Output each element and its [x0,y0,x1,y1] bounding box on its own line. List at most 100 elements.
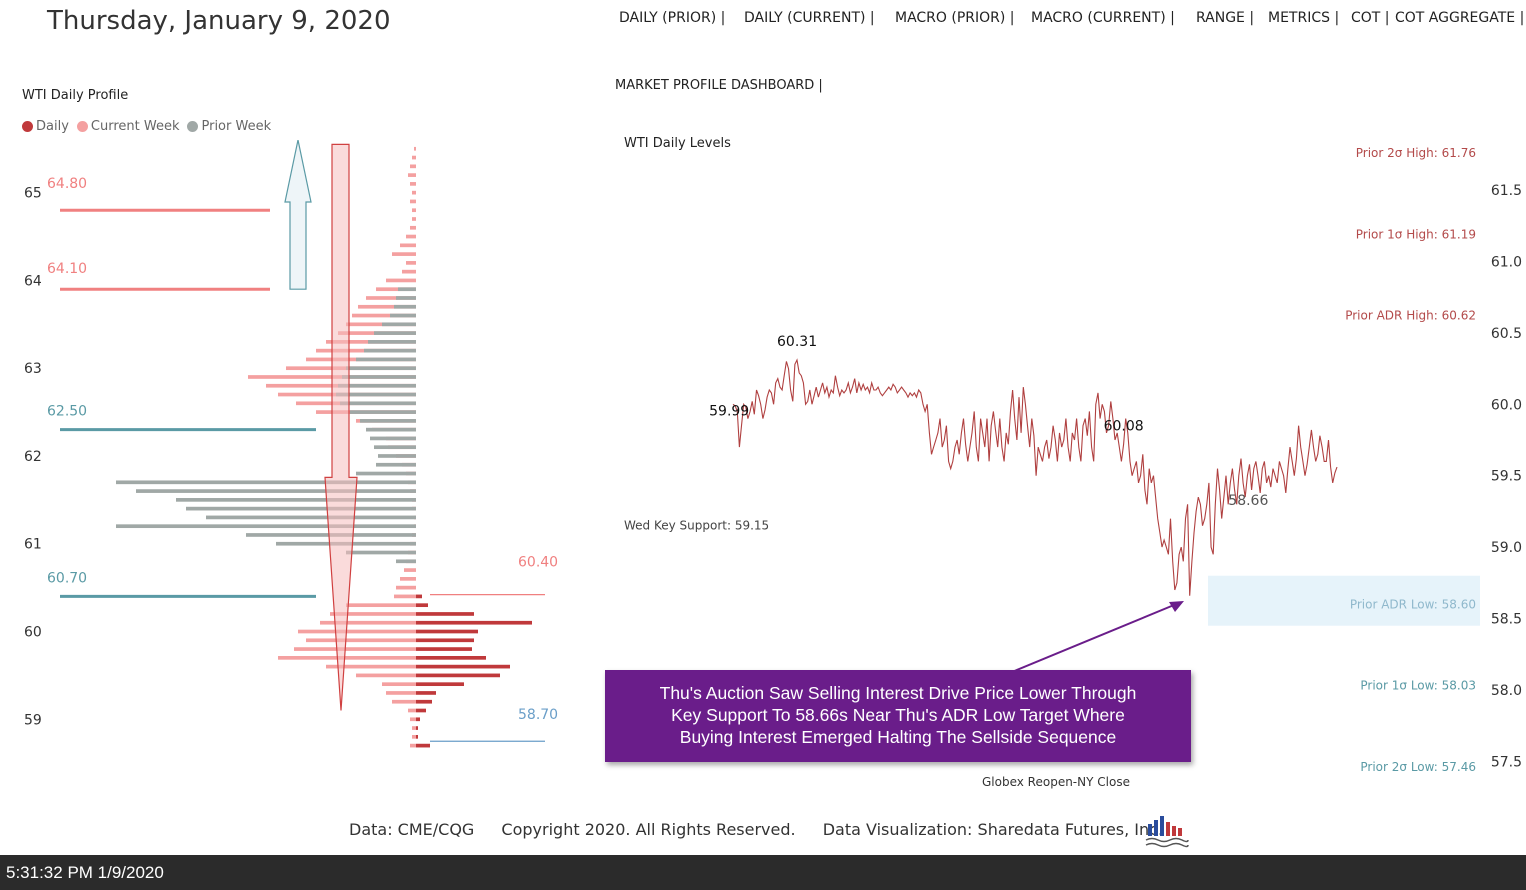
profile-bar-current-week [386,691,416,695]
profile-level-label: 64.10 [47,261,87,277]
profile-bar-daily [416,691,436,695]
nav-macro-prior[interactable]: MACRO (PRIOR) | [895,10,1015,26]
profile-bar-current-week [410,182,416,186]
profile-bar-daily [416,717,420,722]
profile-bar-current-week [278,655,416,660]
profile-bar-current-week [298,629,416,634]
profile-y-tick: 59 [24,712,42,728]
profile-bar-prior-week [376,462,416,467]
profile-bar-prior-week [356,471,416,476]
profile-bar-daily [416,629,478,634]
levels-y-tick: 59.5 [1491,469,1522,485]
legend-label-prior-week: Prior Week [201,119,272,134]
profile-bar-current-week [346,603,416,608]
profile-level-label: 60.40 [518,555,558,571]
profile-bar-prior-week [356,357,416,362]
reference-level-label: Prior 1σ Low: 58.03 [1360,679,1476,693]
legend-item-prior-week[interactable]: Prior Week [187,119,271,134]
legend-label-daily: Daily [36,119,69,134]
profile-bar-current-week [358,304,416,309]
annotation-line-2: Key Support To 58.66s Near Thu's ADR Low… [671,705,1125,725]
nav-metrics[interactable]: METRICS | [1268,10,1340,26]
profile-level-label: 64.80 [47,176,87,192]
profile-bar-current-week [412,155,416,160]
profile-bar-prior-week [116,524,416,529]
profile-bar-prior-week [206,515,416,520]
annotation-arrow-line [1011,604,1175,673]
profile-bar-current-week [394,594,416,599]
profile-bar-current-week [410,225,416,230]
point-label: 60.08 [1104,418,1144,434]
profile-bar-current-week [396,585,416,590]
profile-bar-prior-week [364,348,416,353]
profile-bar-daily [416,594,422,599]
annotation-line-1: Thu's Auction Saw Selling Interest Drive… [659,683,1137,703]
profile-bar-prior-week [382,322,416,327]
profile-bar-current-week [400,577,416,581]
profile-bar-current-week [400,243,416,248]
reference-level-label: Prior 2σ High: 61.76 [1356,146,1476,160]
profile-bar-daily [416,673,500,678]
profile-chart: 65 64 63 62 61 60 59 64.80 64.10 62.50 60.70 60.40 5… [24,140,558,748]
profile-bar-current-week [412,734,416,739]
profile-bar-current-week [404,568,416,572]
nav-cot[interactable]: COT | [1351,10,1390,26]
profile-bar-current-week [392,252,416,256]
profile-bar-prior-week [336,392,416,397]
levels-title: WTI Daily Levels [624,136,731,151]
legend-item-current-week[interactable]: Current Week [76,119,180,134]
profile-title: WTI Daily Profile [22,88,129,103]
nav-macro-current[interactable]: MACRO (CURRENT) | [1031,10,1175,26]
profile-bar-current-week [376,287,416,292]
levels-y-tick: 57.5 [1491,754,1522,770]
levels-y-tick: 61.5 [1491,183,1522,199]
profile-bar-prior-week [176,498,416,502]
profile-legend: Daily Current Week Prior Week [22,119,279,134]
profile-bar-current-week [386,278,416,283]
profile-bar-prior-week [366,427,416,432]
nav-daily-current[interactable]: DAILY (CURRENT) | [744,10,875,26]
profile-bar-current-week [346,322,416,327]
profile-bar-current-week [406,234,416,239]
footer: Data: CME/CQG Copyright 2020. All Rights… [349,820,1185,839]
profile-bar-prior-week [370,436,416,441]
nav-cot-aggregate[interactable]: COT AGGREGATE | [1395,10,1525,26]
profile-bar-current-week [408,173,416,177]
profile-bar-prior-week [398,287,416,292]
profile-bar-current-week [326,664,416,669]
legend-dot-daily [22,121,33,132]
profile-bar-current-week [402,269,416,274]
profile-bar-prior-week [360,419,416,423]
profile-bar-current-week [330,612,416,616]
profile-bar-current-week [412,190,416,195]
profile-y-tick: 60 [24,625,42,641]
profile-y-tick: 64 [24,273,42,289]
profile-bar-daily [416,682,464,687]
profile-bar-daily [416,603,428,608]
reference-level-label: Prior 1σ High: 61.19 [1356,227,1476,241]
profile-bar-prior-week [346,366,416,371]
nav-daily-prior[interactable]: DAILY (PRIOR) | [619,10,726,26]
nav-market-profile-dashboard[interactable]: MARKET PROFILE DASHBOARD | [615,78,823,93]
profile-bar-daily [416,708,426,713]
profile-bar-prior-week [374,331,416,335]
nav-range[interactable]: RANGE | [1196,10,1255,26]
adr-low-band [1208,575,1480,626]
profile-bar-daily [416,647,472,651]
profile-bar-daily [416,734,418,739]
profile-bar-prior-week [396,296,416,300]
point-label: 60.31 [777,334,817,350]
point-label: 59.99 [709,404,749,420]
legend-label-current-week: Current Week [90,119,180,134]
profile-bar-current-week [414,146,416,151]
annotation-box: Thu's Auction Saw Selling Interest Drive… [605,670,1191,762]
profile-bar-current-week [406,261,416,265]
profile-bar-daily [416,655,486,660]
profile-level-label: 62.50 [47,404,87,420]
footer-copyright: Copyright 2020. All Rights Reserved. [501,820,796,839]
profile-bar-prior-week [374,445,416,450]
reference-level-label: Prior ADR Low: 58.60 [1350,597,1476,611]
profile-bar-current-week [410,164,416,169]
profile-bar-prior-week [394,304,416,309]
legend-item-daily[interactable]: Daily [22,119,69,134]
